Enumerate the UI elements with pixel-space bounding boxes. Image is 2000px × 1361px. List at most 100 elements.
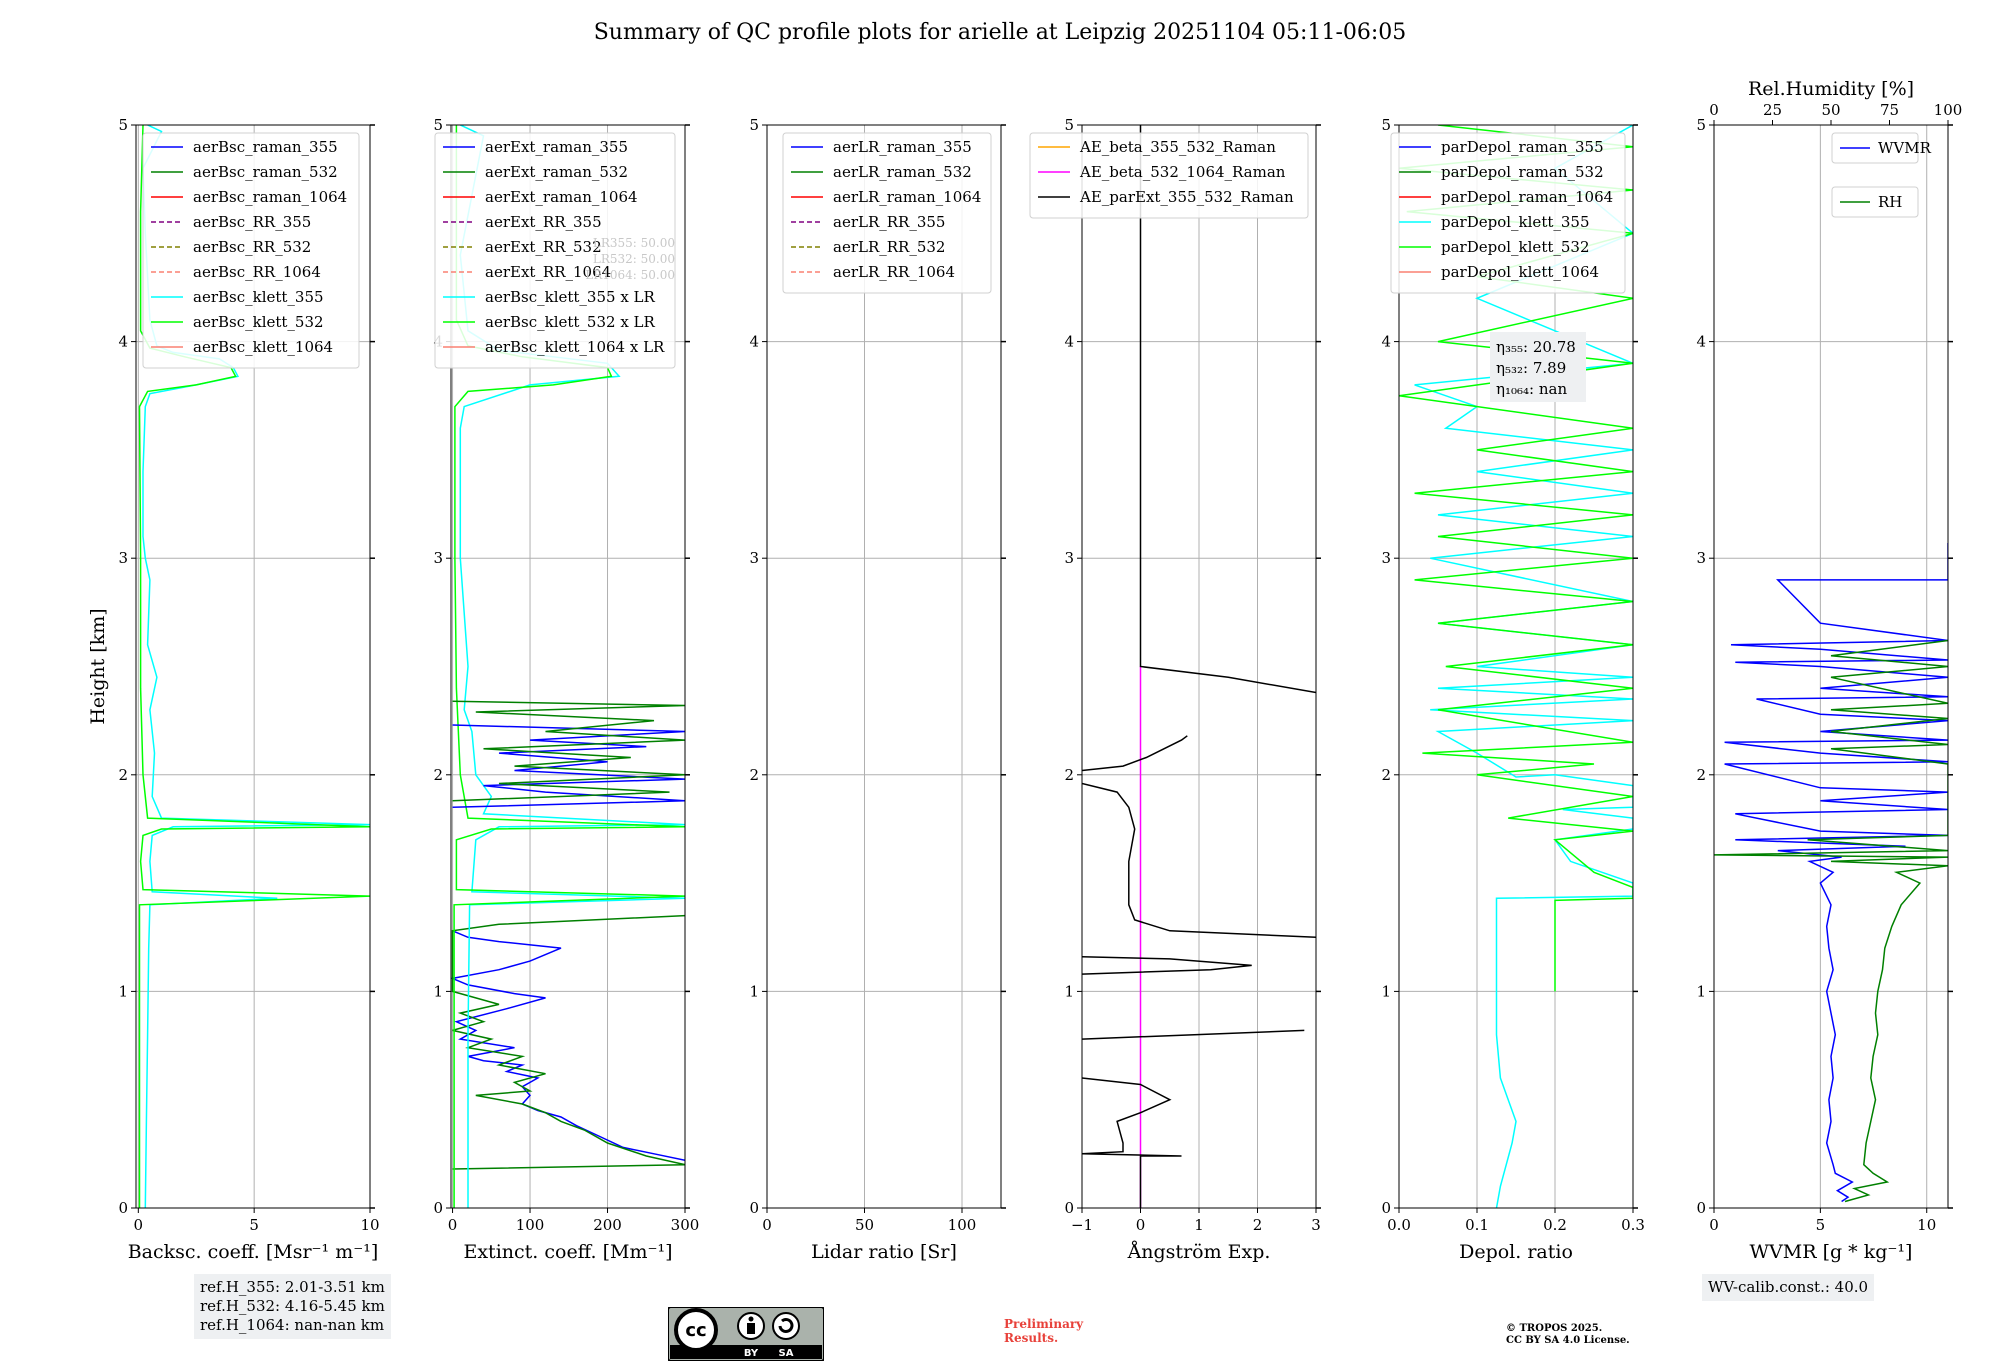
license-line-1: © TROPOS 2025. (1506, 1323, 1603, 1334)
series-line-AE-parExt-segment-4 (1082, 782, 1316, 939)
legend-label: parDepol_klett_355 (1441, 213, 1590, 231)
legend-label: aerExt_raman_1064 (485, 188, 638, 206)
legend-label: aerBsc_raman_532 (193, 163, 338, 181)
x2-tick-label: 0 (1709, 101, 1719, 119)
y-tick-label: 3 (433, 549, 443, 567)
legend-label: parDepol_raman_532 (1441, 163, 1604, 181)
y-tick-label: 2 (1696, 766, 1706, 784)
series-line-RH (1714, 639, 1948, 1203)
x-tick-label: 50 (855, 1216, 874, 1234)
legend-label: aerLR_raman_532 (833, 163, 972, 181)
ref-height-1064: ref.H_1064: nan-nan km (200, 1316, 385, 1334)
eta-box (1490, 332, 1586, 402)
x2-axis-label: Rel.Humidity [%] (1748, 78, 1914, 100)
wv-calib-box: WV-calib.const.: 40.0 (1702, 1274, 1875, 1301)
series-line-parDepol-klett-355 (1414, 125, 1633, 1208)
legend-label: parDepol_raman_355 (1441, 138, 1604, 156)
y-tick-label: 5 (1381, 116, 1391, 134)
legend-label: aerBsc_raman_1064 (193, 188, 347, 206)
x-tick-label: 0.1 (1465, 1216, 1489, 1234)
cc-by-text: BY (744, 1348, 759, 1359)
legend-label: AE_beta_532_1064_Raman (1079, 163, 1286, 181)
legend-box (1831, 186, 1919, 218)
legend-box (1390, 132, 1626, 294)
y-tick-label: 0 (1064, 1199, 1074, 1217)
legend-label: aerExt_RR_355 (485, 213, 602, 231)
plot-frame (135, 124, 371, 1209)
ref-height-532: ref.H_532: 4.16-5.45 km (200, 1297, 385, 1315)
legend-box (1029, 132, 1309, 219)
y-tick-label: 1 (118, 982, 128, 1000)
legend-box (782, 132, 992, 294)
y-tick-label: 1 (433, 982, 443, 1000)
eta-value: η₁₀₆₄: nan (1496, 380, 1567, 398)
legend-label: aerLR_raman_355 (833, 138, 972, 156)
y-tick-label: 3 (1064, 549, 1074, 567)
lr-note: LR1064: 50.00 (585, 268, 675, 282)
x-tick-label: 10 (360, 1216, 379, 1234)
legend-label: aerBsc_RR_355 (193, 213, 311, 231)
ref-heights-box: ref.H_355: 2.01-3.51 km ref.H_532: 4.16-… (194, 1274, 391, 1339)
legend-label: aerLR_RR_532 (833, 238, 945, 256)
x-axis-label: Depol. ratio (1459, 1241, 1573, 1263)
plot-frame (1398, 124, 1634, 1209)
y-tick-label: 1 (1064, 982, 1074, 1000)
y-tick-label: 3 (118, 549, 128, 567)
x-tick-label: 5 (1816, 1216, 1826, 1234)
legend-label: aerBsc_RR_1064 (193, 263, 321, 281)
x-axis-label: Backsc. coeff. [Msr⁻¹ m⁻¹] (128, 1241, 379, 1263)
y-tick-label: 0 (118, 1199, 128, 1217)
plot-frame (1713, 124, 1949, 1209)
x2-tick-label: 75 (1880, 101, 1899, 119)
legend-label: WVMR (1878, 139, 1932, 157)
legend-label: AE_beta_355_532_Raman (1079, 138, 1276, 156)
y-tick-label: 5 (1696, 116, 1706, 134)
x-tick-label: 1 (1194, 1216, 1204, 1234)
legend-label: aerExt_raman_532 (485, 163, 628, 181)
legend-label: aerBsc_klett_1064 (193, 338, 333, 356)
legend-label: parDepol_raman_1064 (1441, 188, 1613, 206)
figure-title: Summary of QC profile plots for arielle … (593, 20, 1407, 45)
legend-label: aerBsc_raman_355 (193, 138, 338, 156)
series-group (1714, 543, 1948, 1203)
x-tick-label: 0.2 (1543, 1216, 1567, 1234)
eta-value: η₃₅₅: 20.78 (1496, 338, 1576, 356)
series-line-AE-parExt-segment-5 (1082, 735, 1188, 772)
series-line-AE-parExt-segment-3 (1082, 955, 1252, 975)
y-tick-label: 3 (1696, 549, 1706, 567)
y-tick-label: 1 (1381, 982, 1391, 1000)
legend-label: aerBsc_klett_355 x LR (485, 288, 656, 306)
y-tick-label: 4 (1064, 333, 1074, 351)
x-tick-label: 0 (448, 1216, 458, 1234)
series-line-AE-parExt-355-532-Raman (1082, 1077, 1182, 1208)
legend-label: aerExt_raman_355 (485, 138, 628, 156)
x-tick-label: 2 (1253, 1216, 1263, 1234)
x-tick-label: 0 (1709, 1216, 1719, 1234)
legend-label: RH (1878, 193, 1902, 211)
y-tick-label: 5 (118, 116, 128, 134)
legend-label: aerBsc_RR_532 (193, 238, 311, 256)
x-tick-label: 200 (593, 1216, 622, 1234)
preliminary-note: Preliminary Results. (1004, 1317, 1083, 1345)
legend-box (1831, 132, 1919, 164)
wv-calib-text: WV-calib.const.: 40.0 (1708, 1278, 1869, 1296)
y-tick-label: 2 (1381, 766, 1391, 784)
y-axis-label: Height [km] (87, 608, 109, 724)
x2-tick-label: 25 (1763, 101, 1782, 119)
chart-panel-extinction: 0123450100200300Extinct. coeff. [Mm⁻¹]ae… (433, 116, 699, 1263)
legend-label: aerBsc_klett_1064 x LR (485, 338, 665, 356)
x-tick-label: 0.0 (1387, 1216, 1411, 1234)
series-line-aerExt-raman-532-upper (452, 700, 685, 802)
x-tick-label: 100 (516, 1216, 545, 1234)
y-tick-label: 5 (1064, 116, 1074, 134)
legend-label: aerExt_RR_1064 (485, 263, 611, 281)
legend-label: parDepol_klett_1064 (1441, 263, 1599, 281)
chart-panel-depol: 0 1 2 3 4 5 0.0 0.1 0.2 0.3 Depol. ratio parDepol_r… (1381, 116, 1644, 1263)
plot-frame (766, 124, 1002, 1209)
x-tick-label: 0 (134, 1216, 144, 1234)
y-tick-label: 2 (433, 766, 443, 784)
x-tick-label: −1 (1071, 1216, 1093, 1234)
x-tick-label: 0 (1136, 1216, 1146, 1234)
